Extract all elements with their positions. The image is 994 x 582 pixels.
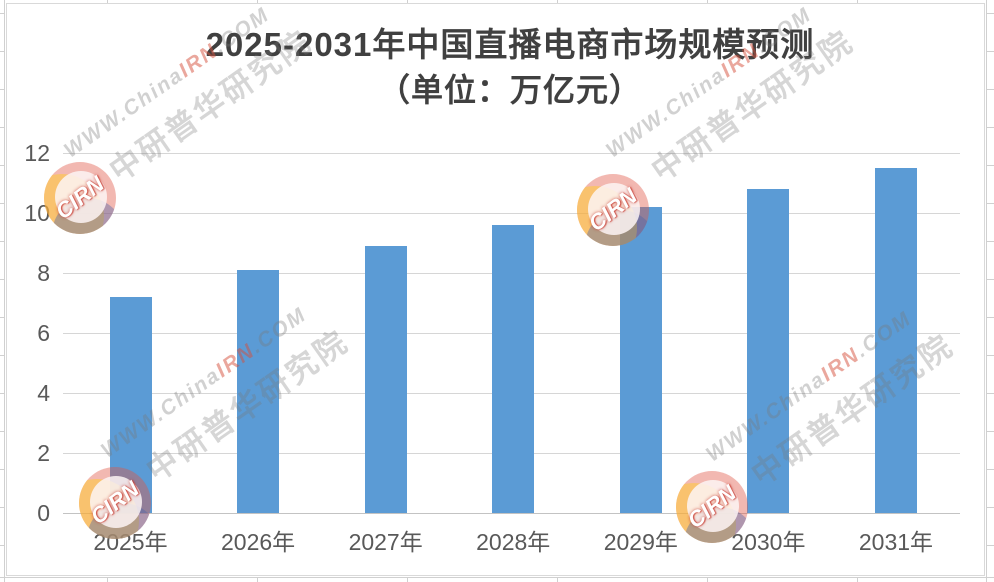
bar-2031年[interactable] <box>874 168 917 513</box>
excel-column-tick-bottom <box>857 577 858 582</box>
excel-row-tick-right <box>987 165 994 166</box>
excel-column-tick-top <box>707 0 708 3</box>
excel-column-border-right <box>986 0 987 582</box>
excel-row-tick-right <box>987 89 994 90</box>
excel-row-tick-right <box>987 241 994 242</box>
x-axis-label-2031年: 2031年 <box>858 529 934 555</box>
x-axis-label-2029年: 2029年 <box>603 529 678 555</box>
x-axis-label-2028年: 2028年 <box>476 529 551 555</box>
excel-row-tick-right <box>987 393 994 394</box>
excel-row-tick-right <box>987 13 994 14</box>
excel-row-tick-right <box>987 507 994 508</box>
excel-column-tick-top <box>407 0 408 3</box>
excel-row-tick-left <box>0 89 5 90</box>
x-axis-label-2025年: 2025年 <box>93 529 168 555</box>
bar-2029年[interactable] <box>619 207 662 513</box>
y-tick-label-4: 4 <box>37 380 50 406</box>
x-axis-label-2030年: 2030年 <box>731 529 806 555</box>
excel-column-tick-bottom <box>257 577 258 582</box>
excel-column-tick-top <box>257 0 258 3</box>
x-axis-label-2027年: 2027年 <box>348 529 423 555</box>
chart-title-block: 2025-2031年中国直播电商市场规模预测 （单位：万亿元） <box>40 22 980 113</box>
excel-row-tick-right <box>987 469 994 470</box>
y-tick-label-0: 0 <box>37 500 50 526</box>
excel-row-tick-left <box>0 545 5 546</box>
excel-column-border-left <box>4 0 5 582</box>
x-axis-label-2026年: 2026年 <box>220 529 296 555</box>
excel-row-tick-left <box>0 469 5 470</box>
excel-row-tick-right <box>987 127 994 128</box>
bar-2026年[interactable] <box>237 270 280 513</box>
excel-row-tick-right <box>987 279 994 280</box>
excel-row-tick-right <box>987 431 994 432</box>
excel-row-tick-right <box>987 317 994 318</box>
excel-column-tick-bottom <box>707 577 708 582</box>
excel-column-tick-bottom <box>107 577 108 582</box>
excel-row-tick-left <box>0 51 5 52</box>
excel-row-tick-left <box>0 279 5 280</box>
chart-title: 2025-2031年中国直播电商市场规模预测 <box>205 26 815 63</box>
excel-row-tick-left <box>0 241 5 242</box>
gridline-10 <box>63 213 960 214</box>
bar-2025年[interactable] <box>109 297 152 513</box>
excel-row-tick-left <box>0 317 5 318</box>
excel-row-tick-left <box>0 13 5 14</box>
excel-row-tick-left <box>0 431 5 432</box>
bar-2027年[interactable] <box>364 246 407 513</box>
excel-row-tick-right <box>987 355 994 356</box>
excel-column-tick-bottom <box>557 577 558 582</box>
excel-row-border-bottom <box>0 577 994 578</box>
excel-row-tick-right <box>987 51 994 52</box>
excel-row-tick-left <box>0 393 5 394</box>
excel-column-tick-top <box>557 0 558 3</box>
chart-subtitle: （单位：万亿元） <box>377 72 642 108</box>
bar-2028年[interactable] <box>492 225 535 513</box>
gridline-12 <box>63 153 960 154</box>
y-tick-label-10: 10 <box>24 200 50 226</box>
excel-row-tick-left <box>0 165 5 166</box>
excel-column-tick-bottom <box>407 577 408 582</box>
excel-row-tick-left <box>0 203 5 204</box>
excel-row-tick-left <box>0 507 5 508</box>
excel-column-tick-top <box>107 0 108 3</box>
y-tick-label-2: 2 <box>37 440 50 466</box>
y-tick-label-6: 6 <box>37 320 50 346</box>
y-tick-label-8: 8 <box>37 260 50 286</box>
x-axis-line <box>63 513 960 514</box>
excel-row-tick-right <box>987 545 994 546</box>
excel-column-tick-top <box>857 0 858 3</box>
excel-row-tick-left <box>0 355 5 356</box>
excel-row-tick-left <box>0 127 5 128</box>
excel-row-tick-right <box>987 203 994 204</box>
y-tick-label-12: 12 <box>24 140 50 166</box>
bar-2030年[interactable] <box>747 189 790 513</box>
